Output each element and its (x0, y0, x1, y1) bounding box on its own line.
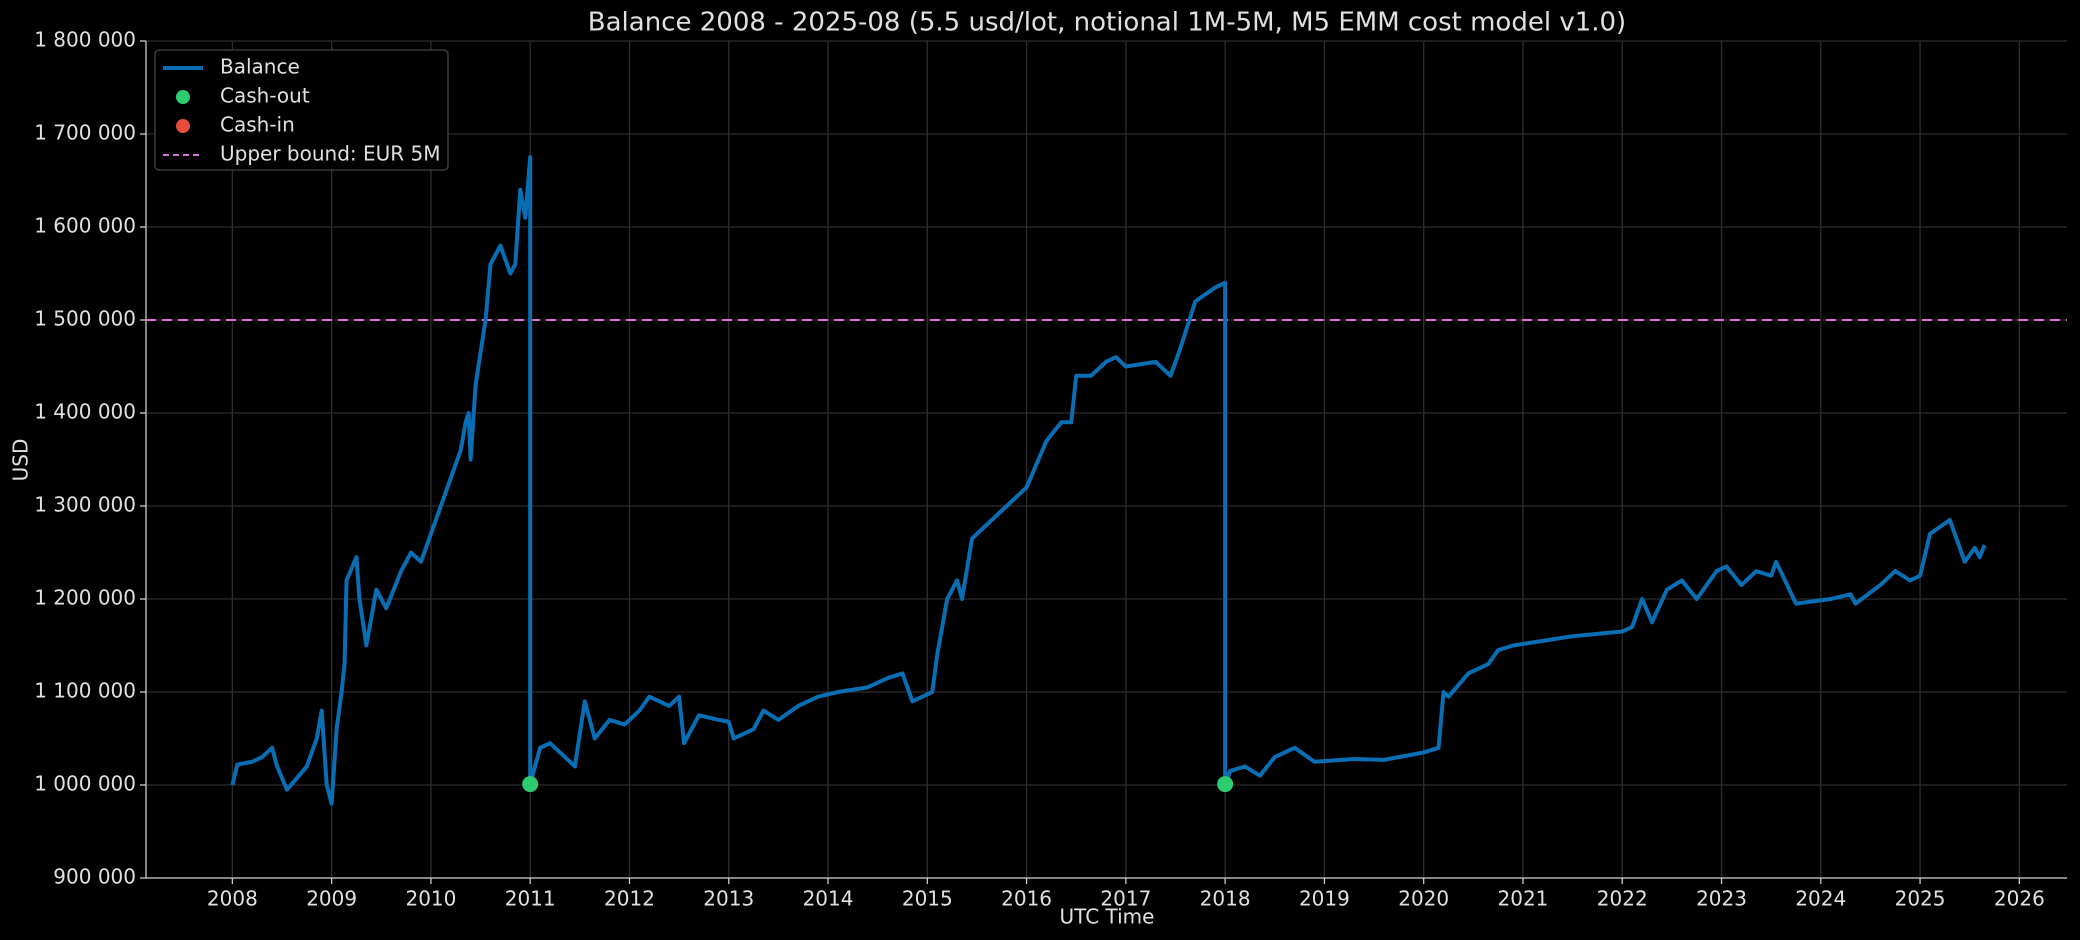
legend-swatch (176, 90, 190, 104)
cash-marker (1217, 776, 1234, 793)
x-tick-label: 2010 (405, 887, 456, 911)
y-tick-label: 1 100 000 (34, 679, 136, 703)
x-tick-label: 2023 (1696, 887, 1747, 911)
x-tick-label: 2026 (1994, 887, 2045, 911)
x-tick-label: 2024 (1795, 887, 1846, 911)
y-tick-label: 1 300 000 (34, 493, 136, 517)
x-tick-label: 2016 (1001, 887, 1052, 911)
x-tick-label: 2008 (207, 887, 258, 911)
cash-marker (522, 776, 539, 793)
x-tick-label: 2013 (703, 887, 754, 911)
chart-title: Balance 2008 - 2025-08 (5.5 usd/lot, not… (588, 8, 1626, 38)
x-tick-label: 2021 (1498, 887, 1549, 911)
x-tick-label: 2017 (1100, 887, 1151, 911)
x-tick-label: 2012 (604, 887, 655, 911)
x-tick-label: 2022 (1597, 887, 1648, 911)
x-tick-label: 2018 (1200, 887, 1251, 911)
y-tick-label: 1 400 000 (34, 400, 136, 424)
y-axis-label: USD (9, 439, 33, 482)
balance-line (230, 155, 1987, 806)
y-tick-label: 1 000 000 (34, 772, 136, 796)
x-tick-label: 2025 (1895, 887, 1946, 911)
y-tick-label: 1 500 000 (34, 307, 136, 331)
legend-swatch (176, 119, 190, 133)
x-axis-label: UTC Time (1060, 905, 1155, 929)
legend-label: Upper bound: EUR 5M (220, 142, 441, 166)
y-tick-label: 900 000 (53, 865, 136, 889)
y-tick-label: 1 600 000 (34, 214, 136, 238)
legend-box (154, 49, 449, 171)
legend-label: Cash-out (220, 84, 310, 108)
legend-label: Balance (220, 55, 300, 79)
x-tick-label: 2015 (902, 887, 953, 911)
y-tick-label: 1 700 000 (34, 121, 136, 145)
x-tick-label: 2011 (505, 887, 556, 911)
y-tick-label: 1 800 000 (34, 28, 136, 52)
y-tick-label: 1 200 000 (34, 586, 136, 610)
x-tick-label: 2019 (1299, 887, 1350, 911)
x-tick-label: 2009 (306, 887, 357, 911)
x-tick-label: 2020 (1398, 887, 1449, 911)
x-tick-label: 2014 (803, 887, 854, 911)
legend-label: Cash-in (220, 113, 295, 137)
